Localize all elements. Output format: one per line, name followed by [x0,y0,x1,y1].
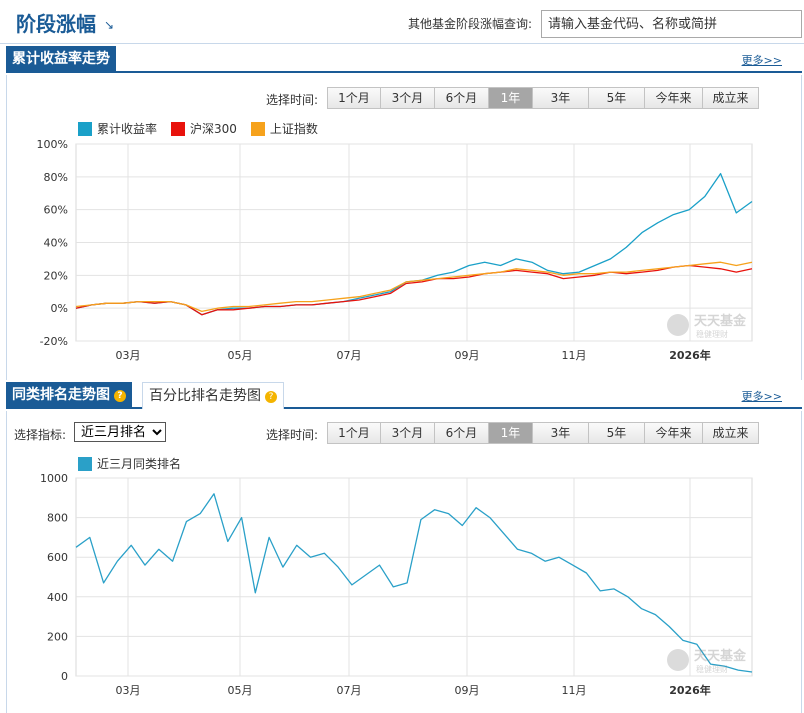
tab-peer-rank-label: 同类排名走势图 [12,387,110,403]
x-tick-label: 09月 [455,349,480,362]
y-tick-label: -20% [40,335,68,348]
expand-arrow-icon[interactable]: ↘ [104,18,115,32]
legend-swatch-rank [78,456,92,471]
indicator-select[interactable]: 近三月排名 [74,422,166,442]
peer-rank-chart: 0 200 400 600 800 1000 03月 05月 07月 09月 11月 2026年 天天基… [40,472,753,697]
y-tick-label: 600 [47,551,68,564]
rank-range-6[interactable]: 今年来 [645,422,703,444]
rank-range-4[interactable]: 3年 [533,422,589,444]
tab-percentile-rank[interactable]: 百分比排名走势图? [142,382,284,409]
returns-range-1[interactable]: 3个月 [381,87,435,109]
series-line-0 [75,493,753,673]
x-tick-label: 2026年 [669,683,711,697]
x-tick-label: 11月 [562,349,587,362]
returns-panel [6,75,802,380]
returns-range-6[interactable]: 今年来 [645,87,703,109]
y-tick-label: 100% [37,138,68,151]
more-link-rank[interactable]: 更多>> [741,390,782,403]
returns-range-2[interactable]: 6个月 [435,87,489,109]
y-tick-label: 800 [47,512,68,525]
range-selector-rank: 1个月 3个月 6个月 1年 3年 5年 今年来 成立来 [327,422,759,444]
y-tick-label: 0% [51,302,68,315]
page-header: 阶段涨幅 ↘ 其他基金阶段涨幅查询: [0,0,804,44]
x-tick-label: 07月 [337,349,362,362]
returns-range-4[interactable]: 3年 [533,87,589,109]
rank-range-0[interactable]: 1个月 [327,422,381,444]
fund-search-input[interactable] [541,10,802,38]
legend-item-sh[interactable]: 上证指数 [250,120,318,137]
y-tick-label: 1000 [40,472,68,485]
legend-label-sh: 上证指数 [269,122,318,136]
cumulative-returns-chart: 100% 80% 60% 40% 20% 0% -20% 03月 05月 07月 09月 11月 202… [37,138,753,362]
returns-range-5[interactable]: 5年 [589,87,645,109]
rank-panel [6,411,802,713]
y-tick-label: 400 [47,591,68,604]
svg-text:稳健理财: 稳健理财 [696,329,728,339]
returns-section-header: 累计收益率走势 更多>> [6,46,802,73]
more-link-returns[interactable]: 更多>> [741,54,782,67]
returns-range-0[interactable]: 1个月 [327,87,381,109]
y-tick-label: 0 [61,670,68,683]
legend-label-hs300: 沪深300 [190,122,237,136]
y-tick-label: 200 [47,630,68,643]
help-icon[interactable]: ? [265,391,277,403]
x-tick-label: 05月 [228,349,253,362]
range-selector-returns: 1个月 3个月 6个月 1年 3年 5年 今年来 成立来 [327,87,759,109]
svg-text:稳健理财: 稳健理财 [696,664,728,674]
range-label-returns: 选择时间: [266,93,319,107]
rank-section-header: 同类排名走势图? 百分比排名走势图? 更多>> [6,382,802,409]
rank-range-7[interactable]: 成立来 [703,422,759,444]
svg-text:天天基金: 天天基金 [694,648,747,664]
x-tick-label: 07月 [337,684,362,697]
x-tick-label: 03月 [116,349,141,362]
legend-swatch-sh [250,121,265,136]
returns-range-3[interactable]: 1年 [489,87,533,109]
rank-range-1[interactable]: 3个月 [381,422,435,444]
rank-range-5[interactable]: 5年 [589,422,645,444]
y-tick-label: 40% [44,237,68,250]
legend-item-rank[interactable]: 近三月同类排名 [78,455,181,472]
x-tick-label: 03月 [116,684,141,697]
range-label-rank: 选择时间: [266,428,319,442]
returns-range-7[interactable]: 成立来 [703,87,759,109]
legend-item-fund[interactable]: 累计收益率 [78,120,157,137]
svg-text:天天基金: 天天基金 [694,313,747,329]
x-tick-label: 09月 [455,684,480,697]
y-tick-label: 80% [44,171,68,184]
plot-area [75,477,753,677]
y-tick-label: 60% [44,204,68,217]
x-tick-label: 11月 [562,684,587,697]
y-tick-label: 20% [44,269,68,282]
tab-percentile-rank-label: 百分比排名走势图 [149,388,261,404]
x-tick-label: 05月 [228,684,253,697]
help-icon[interactable]: ? [114,390,126,402]
returns-legend: 累计收益率 沪深300 上证指数 [78,120,332,137]
rank-legend: 近三月同类排名 [78,455,195,472]
x-tick-label: 2026年 [669,348,711,362]
page-title: 阶段涨幅 [16,12,96,36]
legend-swatch-fund [78,121,92,136]
legend-item-hs300[interactable]: 沪深300 [171,120,237,137]
legend-label-rank: 近三月同类排名 [97,457,182,471]
tab-cumulative-returns[interactable]: 累计收益率走势 [6,46,116,73]
query-label: 其他基金阶段涨幅查询: [408,17,533,31]
indicator-label: 选择指标: [14,428,67,442]
rank-range-3[interactable]: 1年 [489,422,533,444]
tab-peer-rank[interactable]: 同类排名走势图? [6,382,132,409]
legend-label-fund: 累计收益率 [97,122,158,136]
rank-range-2[interactable]: 6个月 [435,422,489,444]
legend-swatch-hs300 [171,121,186,136]
series-line-2 [75,261,753,313]
